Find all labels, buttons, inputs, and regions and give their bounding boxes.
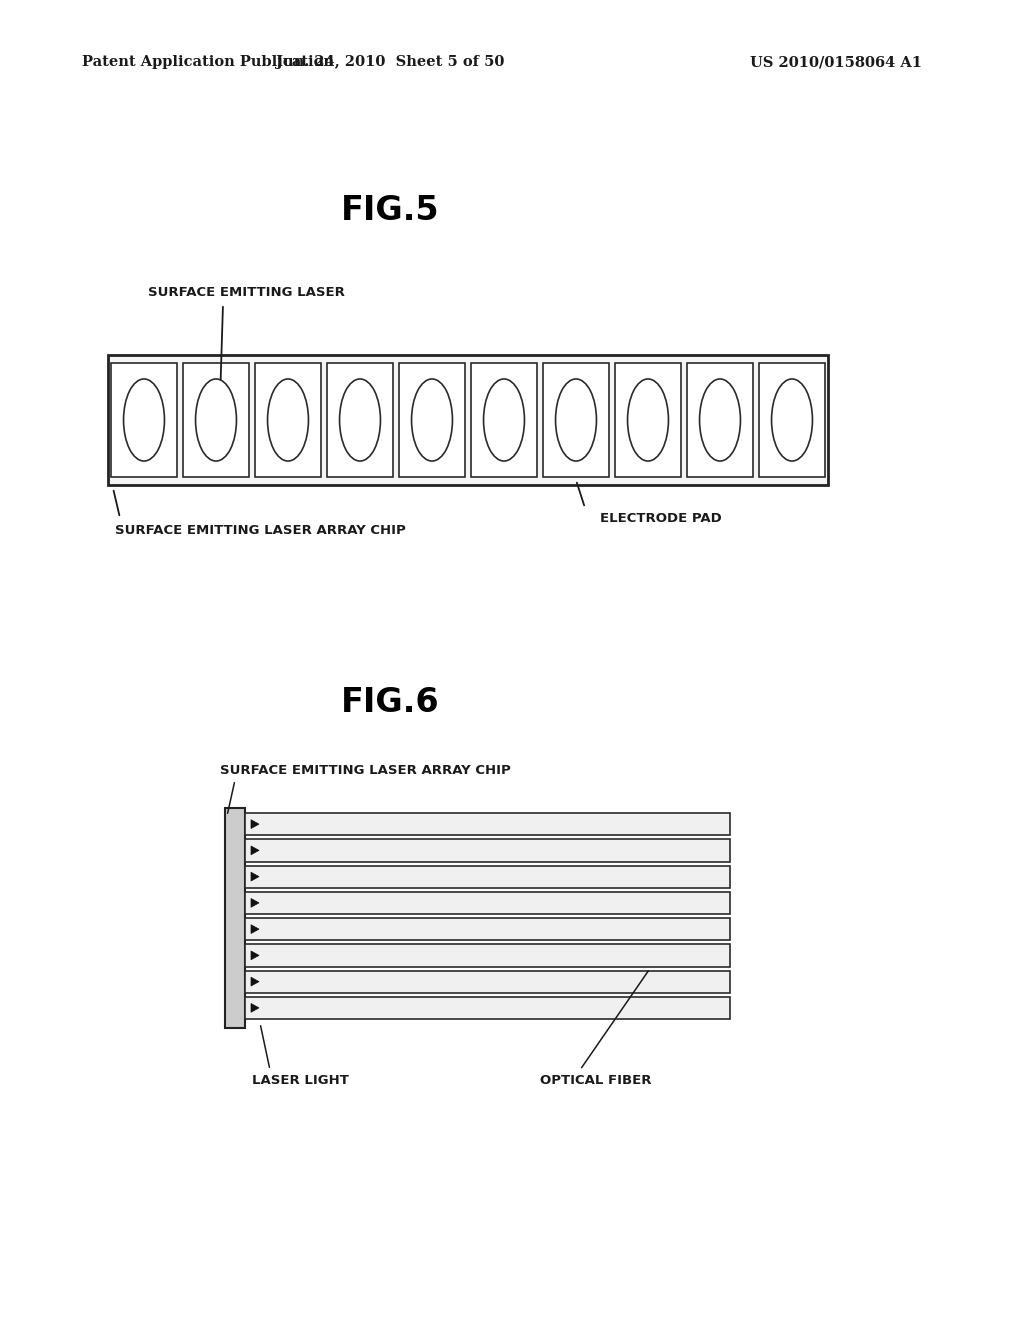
Bar	[399, 363, 465, 477]
Text: Jun. 24, 2010  Sheet 5 of 50: Jun. 24, 2010 Sheet 5 of 50	[275, 55, 504, 69]
Ellipse shape	[556, 379, 596, 461]
Text: Patent Application Publication: Patent Application Publication	[82, 55, 334, 69]
Bar	[245, 970, 730, 993]
Text: SURFACE EMITTING LASER ARRAY CHIP: SURFACE EMITTING LASER ARRAY CHIP	[220, 763, 511, 776]
Bar	[245, 840, 730, 862]
Polygon shape	[251, 977, 259, 986]
Bar	[183, 363, 249, 477]
Bar	[543, 363, 609, 477]
Bar	[108, 355, 828, 484]
Bar	[245, 866, 730, 888]
Bar	[255, 363, 321, 477]
Text: US 2010/0158064 A1: US 2010/0158064 A1	[750, 55, 922, 69]
Ellipse shape	[412, 379, 453, 461]
Polygon shape	[251, 925, 259, 933]
Bar	[245, 944, 730, 966]
Polygon shape	[251, 1003, 259, 1012]
Bar	[245, 892, 730, 913]
Ellipse shape	[267, 379, 308, 461]
Ellipse shape	[196, 379, 237, 461]
Polygon shape	[251, 899, 259, 907]
Bar	[327, 363, 393, 477]
Ellipse shape	[483, 379, 524, 461]
Text: SURFACE EMITTING LASER ARRAY CHIP: SURFACE EMITTING LASER ARRAY CHIP	[115, 524, 406, 536]
Polygon shape	[251, 950, 259, 960]
Ellipse shape	[340, 379, 381, 461]
Text: OPTICAL FIBER: OPTICAL FIBER	[540, 1073, 651, 1086]
Bar	[687, 363, 753, 477]
Bar	[759, 363, 825, 477]
Polygon shape	[251, 820, 259, 829]
Text: FIG.5: FIG.5	[341, 194, 439, 227]
Bar	[471, 363, 537, 477]
Text: FIG.6: FIG.6	[341, 686, 439, 719]
Ellipse shape	[699, 379, 740, 461]
Bar	[225, 808, 245, 1028]
Ellipse shape	[771, 379, 812, 461]
Bar	[111, 363, 177, 477]
Bar	[245, 997, 730, 1019]
Text: SURFACE EMITTING LASER: SURFACE EMITTING LASER	[148, 285, 345, 298]
Text: LASER LIGHT: LASER LIGHT	[252, 1073, 348, 1086]
Ellipse shape	[628, 379, 669, 461]
Polygon shape	[251, 846, 259, 855]
Bar	[615, 363, 681, 477]
Polygon shape	[251, 873, 259, 880]
Bar	[245, 813, 730, 836]
Bar	[245, 917, 730, 940]
Text: ELECTRODE PAD: ELECTRODE PAD	[600, 511, 722, 524]
Ellipse shape	[124, 379, 165, 461]
